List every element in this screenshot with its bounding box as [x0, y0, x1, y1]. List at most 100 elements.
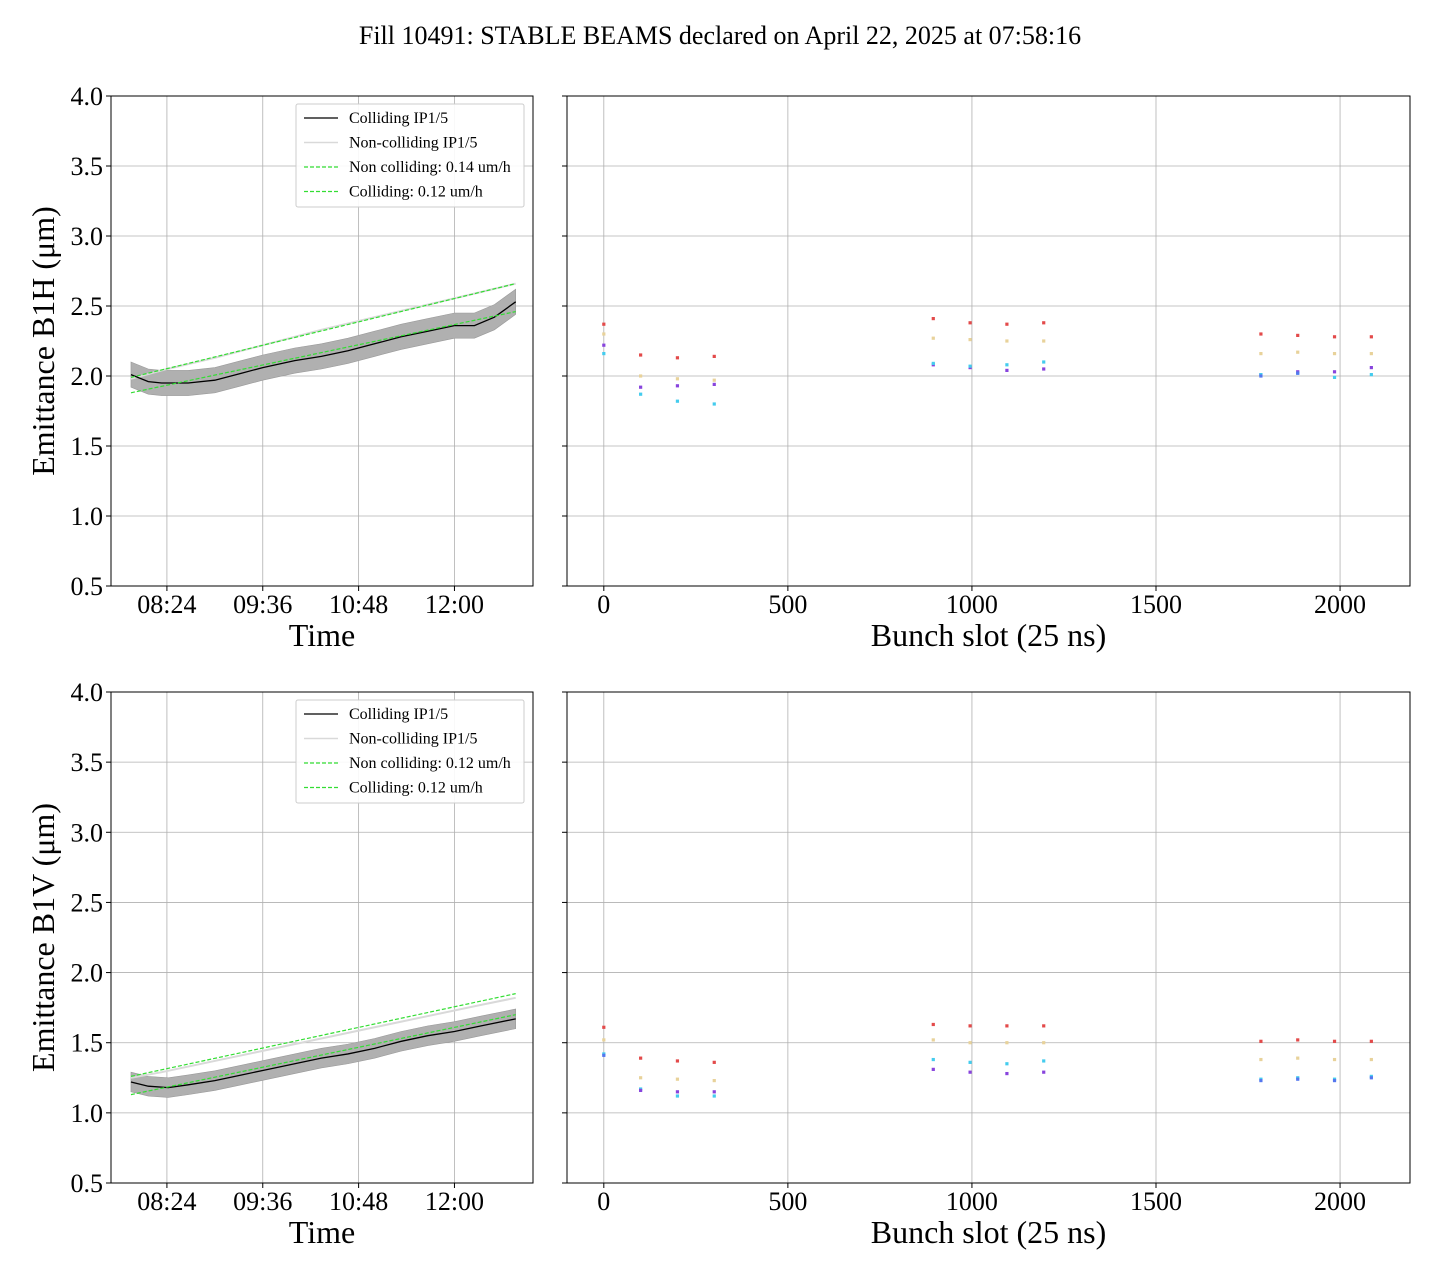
- scatter-point: [1005, 1071, 1009, 1076]
- scatter-point: [1332, 335, 1337, 339]
- x-tick-label: 1000: [946, 590, 998, 619]
- scatter-point: [1369, 373, 1373, 377]
- scatter-point: [1296, 333, 1300, 337]
- scatter-point: [931, 1038, 935, 1042]
- axes-frame: [566, 95, 1411, 587]
- x-axis-label: Bunch slot (25 ns): [871, 1214, 1107, 1250]
- scatter-point: [1332, 375, 1337, 379]
- fit-non-colliding-line: [130, 993, 516, 1077]
- scatter-point: [1042, 1070, 1046, 1074]
- scatter-point: [1259, 332, 1263, 336]
- scatter-point: [1369, 352, 1373, 356]
- scatter-point: [1332, 370, 1337, 374]
- legend-box: [295, 103, 525, 208]
- plot-area: [567, 692, 1410, 1183]
- legend-label: Non colliding: 0.12 um/h: [349, 755, 511, 772]
- scatter-point: [639, 1056, 643, 1060]
- y-axis-label: Emittance B1V (μm): [25, 803, 61, 1072]
- scatter-point: [1259, 374, 1263, 378]
- panel-emittance-b1v-vs-bunch-slot: 0 500 1000 1500 2000 Bunch slot (25 ns): [562, 691, 1411, 1250]
- scatter-point: [602, 322, 606, 326]
- x-tick-label: 1000: [946, 1187, 998, 1216]
- x-tick-label: 1500: [1130, 590, 1182, 619]
- scatter-point: [1332, 1078, 1337, 1083]
- panel-emittance-b1h-vs-time: Colliding IP1/5 Non-colliding IP1/5 Non co…: [25, 82, 534, 653]
- legend: Colliding IP1/5 Non-colliding IP1/5 Non co…: [295, 699, 525, 804]
- scatter-point: [639, 1076, 643, 1080]
- x-tick-label: 12:00: [425, 1187, 484, 1216]
- y-axis-label: Emittance B1H (μm): [25, 206, 61, 476]
- y-tick-label: 2.5: [71, 888, 104, 917]
- scatter-point: [602, 1038, 606, 1042]
- legend-label: Colliding: 0.12 um/h: [349, 184, 483, 201]
- y-tick-label: 2.0: [71, 362, 104, 391]
- legend-label: Colliding IP1/5: [349, 706, 448, 723]
- scatter-point: [1296, 1056, 1300, 1060]
- scatter-point: [712, 1060, 716, 1064]
- scatter-point: [1005, 322, 1009, 326]
- scatter-point: [1005, 1024, 1009, 1028]
- scatter-point: [931, 1067, 935, 1071]
- scatter-point: [968, 321, 972, 325]
- colliding-spread-band: [130, 288, 516, 396]
- figure-title: Fill 10491: STABLE BEAMS declared on Apr…: [359, 21, 1081, 50]
- scatter-point: [1042, 367, 1046, 371]
- x-axis-label: Time: [289, 1214, 355, 1250]
- y-tick-label: 1.0: [71, 1099, 104, 1128]
- x-tick-label: 0: [597, 1187, 610, 1216]
- scatter-point: [1042, 321, 1046, 325]
- fit-colliding-line: [130, 1014, 516, 1096]
- legend: Colliding IP1/5 Non-colliding IP1/5 Non co…: [295, 103, 525, 208]
- plot-area: [567, 96, 1410, 586]
- scatter-point: [1005, 339, 1009, 343]
- scatter-point: [639, 374, 643, 378]
- x-tick-label: 500: [768, 1187, 807, 1216]
- scatter-point: [931, 1022, 935, 1027]
- scatter-point: [1296, 1038, 1300, 1042]
- scatter-point: [931, 336, 935, 340]
- legend-label: Colliding IP1/5: [349, 110, 448, 127]
- fit-colliding-line: [130, 311, 516, 394]
- scatter-point: [931, 1057, 935, 1062]
- y-tick-label: 1.5: [71, 432, 104, 461]
- scatter-point: [968, 1024, 972, 1028]
- scatter-point: [1259, 1039, 1263, 1043]
- scatter-point: [1042, 339, 1046, 343]
- y-tick-label: 4.0: [71, 82, 104, 111]
- scatter-point: [639, 385, 643, 389]
- scatter-point: [968, 1041, 972, 1045]
- y-tick-label: 3.5: [71, 748, 104, 777]
- scatter-point: [675, 399, 680, 403]
- scatter-point: [968, 364, 972, 368]
- y-tick-label: 3.5: [71, 152, 104, 181]
- scatter-point: [602, 343, 606, 347]
- scatter-point: [1369, 1076, 1373, 1080]
- x-tick-label: 08:24: [137, 590, 196, 619]
- x-tick-label: 12:00: [425, 590, 484, 619]
- y-tick-label: 2.5: [71, 292, 104, 321]
- scatter-point: [712, 402, 716, 406]
- x-tick-label: 2000: [1314, 1187, 1366, 1216]
- scatter-point: [675, 1059, 680, 1063]
- scatter-point: [1369, 1039, 1373, 1043]
- scatter-point: [675, 377, 680, 381]
- panel-emittance-b1h-vs-bunch-slot: 0 500 1000 1500 2000 Bunch slot (25 ns): [562, 95, 1411, 653]
- scatter-point: [1332, 352, 1337, 356]
- scatter-point: [1296, 350, 1300, 354]
- y-tick-label: 1.5: [71, 1029, 104, 1058]
- scatter-point: [675, 1090, 680, 1094]
- scatter-point: [1259, 1078, 1263, 1083]
- legend-label: Non-colliding IP1/5: [349, 135, 477, 152]
- scatter-point: [602, 332, 606, 336]
- scatter-point: [1042, 1059, 1046, 1063]
- scatter-point: [1042, 1024, 1046, 1028]
- scatter-point: [931, 361, 935, 365]
- scatter-point: [712, 1078, 716, 1083]
- scatter-point: [1042, 360, 1046, 364]
- scatter-point: [1332, 1057, 1337, 1062]
- scatter-point: [675, 356, 680, 360]
- x-tick-label: 500: [768, 590, 807, 619]
- scatter-point: [675, 384, 680, 388]
- scatter-point: [712, 382, 716, 386]
- scatter-point: [1259, 352, 1263, 356]
